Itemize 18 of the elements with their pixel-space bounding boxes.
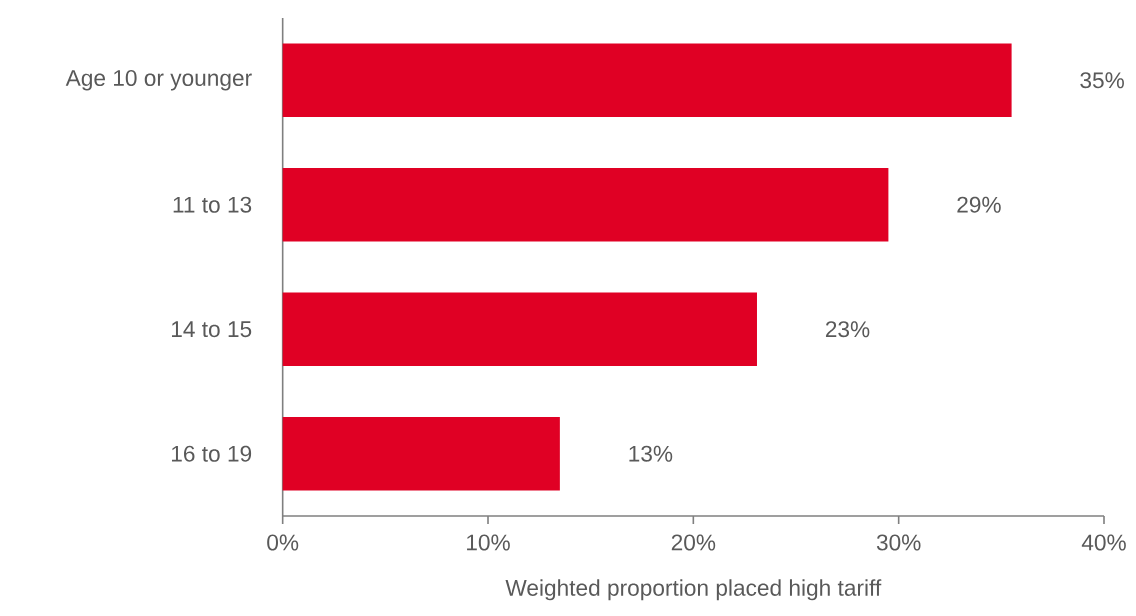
bar: [282, 292, 757, 366]
x-tick-label: 30%: [876, 534, 921, 551]
bar: [282, 168, 889, 242]
data-label: 35%: [1080, 72, 1124, 89]
bar: [282, 43, 1012, 117]
y-tick-label: 11 to 13: [173, 196, 252, 213]
y-tick-label: Age 10 or younger: [65, 69, 252, 91]
data-label: 29%: [957, 196, 1001, 213]
x-tick-label: 10%: [467, 534, 510, 551]
y-tick-label: 14 to 15: [171, 321, 252, 338]
data-label: 23%: [825, 321, 870, 338]
bar: [282, 417, 560, 491]
x-tick-label: 40%: [1081, 534, 1126, 551]
x-tick-label: 0%: [267, 534, 299, 551]
x-axis-title: Weighted proportion placed high tariff: [505, 579, 882, 601]
y-tick-label: 16 to 19: [171, 445, 252, 462]
x-tick-label: 20%: [671, 534, 716, 551]
data-label: 13%: [629, 445, 673, 462]
